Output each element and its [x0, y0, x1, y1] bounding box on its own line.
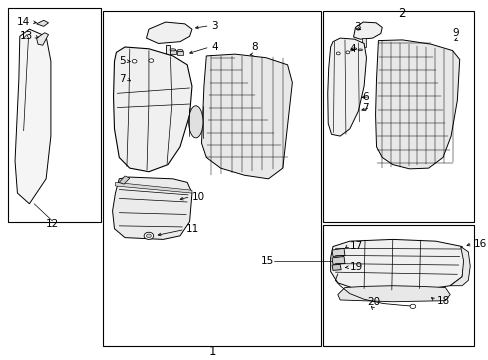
Polygon shape	[375, 40, 459, 169]
Polygon shape	[170, 50, 175, 54]
Text: 20: 20	[366, 297, 380, 307]
Ellipse shape	[177, 50, 183, 51]
Ellipse shape	[170, 49, 175, 51]
Polygon shape	[449, 247, 469, 286]
Text: 15: 15	[261, 256, 274, 266]
Polygon shape	[146, 22, 192, 44]
Polygon shape	[177, 50, 183, 55]
Ellipse shape	[357, 49, 362, 51]
Bar	[323, 12, 473, 222]
Circle shape	[345, 51, 349, 54]
Polygon shape	[15, 29, 51, 204]
Polygon shape	[330, 239, 464, 290]
Text: 9: 9	[452, 28, 458, 38]
Text: 3: 3	[211, 21, 217, 31]
Text: 17: 17	[349, 241, 362, 251]
Polygon shape	[165, 45, 170, 56]
Text: 4: 4	[349, 44, 356, 54]
Polygon shape	[112, 177, 192, 239]
Polygon shape	[357, 50, 362, 53]
Text: 14: 14	[17, 17, 30, 27]
Polygon shape	[37, 33, 48, 45]
Text: 19: 19	[349, 262, 362, 272]
Text: 18: 18	[436, 296, 449, 306]
Circle shape	[132, 59, 137, 63]
Text: 5: 5	[119, 56, 126, 66]
Ellipse shape	[352, 48, 356, 50]
Polygon shape	[331, 256, 344, 264]
Circle shape	[409, 304, 415, 309]
Polygon shape	[37, 20, 48, 26]
Polygon shape	[353, 22, 382, 39]
Circle shape	[146, 234, 151, 238]
Bar	[103, 12, 321, 346]
Ellipse shape	[188, 106, 203, 138]
Polygon shape	[327, 38, 366, 136]
Circle shape	[144, 232, 153, 239]
Text: 16: 16	[473, 239, 487, 249]
Polygon shape	[337, 286, 449, 302]
Bar	[8, 8, 101, 222]
Text: 3: 3	[354, 22, 361, 32]
Text: 12: 12	[45, 219, 59, 229]
Text: 7: 7	[119, 74, 126, 84]
Text: 6: 6	[362, 92, 368, 102]
Polygon shape	[362, 38, 365, 47]
Circle shape	[336, 52, 340, 55]
Text: 11: 11	[186, 224, 199, 234]
Polygon shape	[331, 264, 341, 270]
Text: 10: 10	[192, 192, 204, 202]
Text: 13: 13	[20, 31, 33, 41]
Text: 8: 8	[250, 42, 257, 52]
Text: 2: 2	[397, 7, 404, 20]
Circle shape	[149, 59, 153, 62]
Polygon shape	[331, 248, 344, 256]
Polygon shape	[351, 49, 356, 52]
Text: 1: 1	[208, 345, 215, 358]
Polygon shape	[119, 176, 129, 184]
Text: 7: 7	[362, 103, 368, 113]
Polygon shape	[115, 183, 192, 193]
Polygon shape	[113, 47, 192, 172]
Polygon shape	[201, 54, 292, 179]
Text: 4: 4	[211, 42, 217, 52]
Bar	[323, 225, 473, 346]
